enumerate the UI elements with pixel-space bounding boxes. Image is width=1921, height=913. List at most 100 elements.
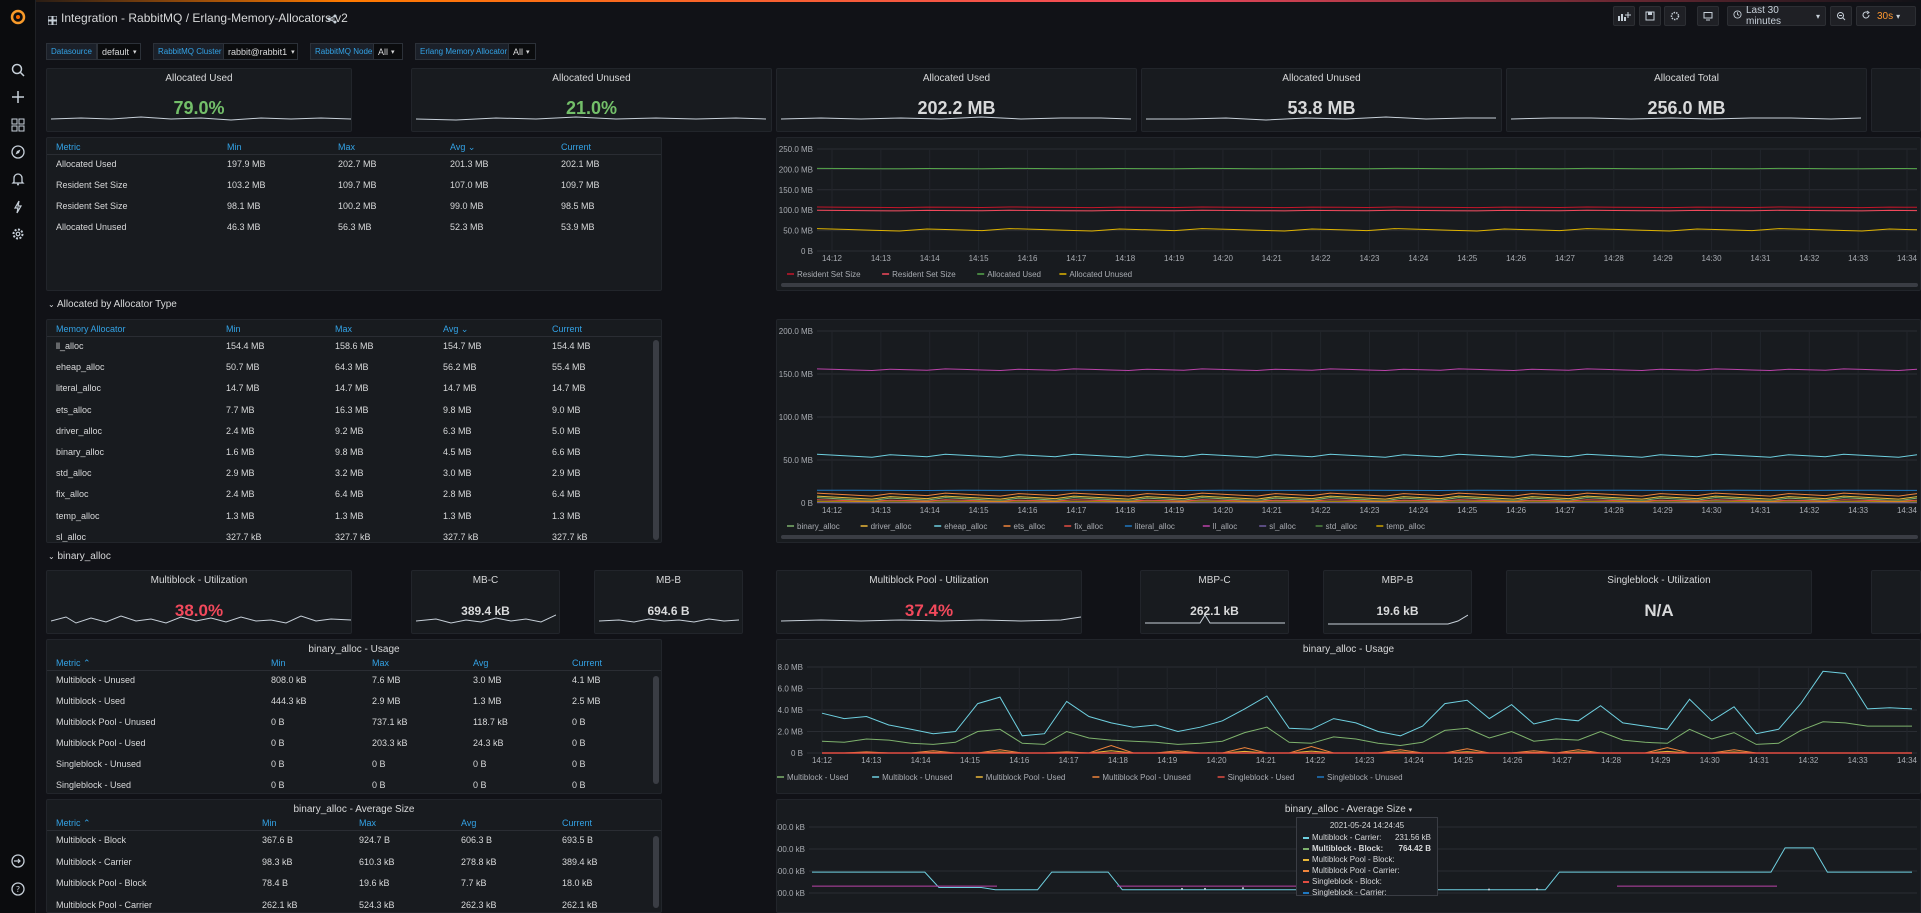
stat-panel-allocated-used[interactable]: Allocated Used 202.2 MB bbox=[776, 68, 1137, 132]
stat-panel-multiblock-pool-utilization[interactable]: Multiblock Pool - Utilization 37.4% bbox=[776, 570, 1082, 634]
dashboard-settings-button[interactable] bbox=[1664, 6, 1686, 26]
scrollbar[interactable] bbox=[653, 836, 659, 908]
table-cell: 0 B bbox=[372, 780, 386, 790]
column-header[interactable]: Max bbox=[338, 142, 356, 152]
x-tick-label: 14:16 bbox=[1017, 506, 1038, 515]
column-header[interactable]: Max bbox=[359, 818, 377, 828]
column-header[interactable]: Avg bbox=[461, 818, 477, 828]
column-header[interactable]: Max bbox=[335, 324, 353, 334]
column-header[interactable]: Min bbox=[262, 818, 277, 828]
stat-panel-allocated-unused[interactable]: Allocated Unused 53.8 MB bbox=[1141, 68, 1502, 132]
column-header[interactable]: Min bbox=[271, 658, 286, 668]
column-header[interactable]: Metric ⌃ bbox=[56, 658, 91, 668]
stat-panel-clipped[interactable] bbox=[1871, 68, 1921, 132]
table-cell: 46.3 MB bbox=[227, 222, 261, 232]
column-header[interactable]: Avg ⌄ bbox=[450, 142, 476, 152]
dashboards-icon[interactable] bbox=[9, 116, 27, 134]
allocator-chart-panel[interactable]: 200.0 MB 150.0 MB 100.0 MB 50.0 MB 0 B 14:12 1… bbox=[776, 319, 1921, 543]
refresh-button[interactable]: 30s ▾ bbox=[1856, 6, 1916, 26]
allocator-table-panel[interactable]: Memory Allocator Min Max Avg ⌄ Current ll_all… bbox=[46, 319, 662, 543]
scrollbar[interactable] bbox=[653, 340, 659, 540]
x-tick-label: 14:30 bbox=[1700, 756, 1721, 765]
column-header[interactable]: Metric ⌃ bbox=[56, 818, 91, 828]
stat-panel-allocated-used-pct[interactable]: Allocated Used 79.0% bbox=[46, 68, 352, 132]
column-header[interactable]: Min bbox=[226, 324, 241, 334]
x-tick-label: 14:13 bbox=[871, 506, 892, 515]
table-cell: 6.6 MB bbox=[552, 447, 581, 457]
stat-panel-singleblock-utilization[interactable]: Singleblock - Utilization N/A bbox=[1506, 570, 1812, 634]
table-cell: 118.7 kB bbox=[473, 717, 508, 727]
stat-panel-multiblock-utilization[interactable]: Multiblock - Utilization 38.0% bbox=[46, 570, 352, 634]
table-cell: 9.8 MB bbox=[443, 404, 472, 415]
column-header[interactable]: Memory Allocator bbox=[56, 324, 126, 334]
variable-select-allocator[interactable]: All ▾ bbox=[508, 43, 536, 60]
table-row-label: Singleblock - Unused bbox=[56, 759, 142, 769]
time-picker-button[interactable]: Last 30 minutes ▾ bbox=[1727, 5, 1826, 27]
table-cell: 327.7 kB bbox=[443, 531, 479, 542]
plus-icon[interactable] bbox=[9, 88, 27, 106]
memory-overview-chart-panel[interactable]: 250.0 MB 200.0 MB 150.0 MB 100.0 MB 50.0 MB 0… bbox=[776, 137, 1921, 291]
column-header[interactable]: Metric bbox=[56, 142, 81, 152]
section-title: Allocated by Allocator Type bbox=[56, 299, 177, 310]
stat-panel-mbp-c[interactable]: MBP-C 262.1 kB bbox=[1140, 570, 1289, 634]
table-cell: 610.3 kB bbox=[359, 856, 395, 867]
plugin-icon[interactable] bbox=[9, 198, 27, 216]
summary-table-panel[interactable]: Metric Min Max Avg ⌄ Current Allocated Used 19… bbox=[46, 137, 662, 291]
x-tick-label: 14:27 bbox=[1555, 506, 1576, 515]
scrollbar[interactable] bbox=[653, 676, 659, 784]
add-panel-button[interactable] bbox=[1613, 6, 1635, 26]
divider bbox=[47, 154, 661, 155]
tv-mode-button[interactable] bbox=[1697, 6, 1719, 26]
stat-panel-mb-c[interactable]: MB-C 389.4 kB bbox=[411, 570, 560, 634]
column-header[interactable]: Avg bbox=[473, 658, 489, 668]
column-header[interactable]: Current bbox=[561, 142, 592, 152]
column-header[interactable]: Avg ⌄ bbox=[443, 324, 469, 334]
explore-icon[interactable] bbox=[9, 143, 27, 161]
variable-select-cluster[interactable]: rabbit@rabbit1 ▾ bbox=[223, 43, 298, 60]
table-cell: 109.7 MB bbox=[338, 180, 377, 190]
stat-value: 694.6 B bbox=[647, 604, 690, 618]
gear-icon[interactable] bbox=[9, 225, 27, 243]
x-tick-label: 14:30 bbox=[1702, 254, 1723, 263]
table-cell: 154.7 MB bbox=[443, 341, 482, 351]
column-header[interactable]: Current bbox=[572, 658, 603, 668]
sign-in-icon[interactable] bbox=[9, 852, 27, 870]
column-header[interactable]: Current bbox=[552, 324, 583, 334]
grafana-logo-icon[interactable] bbox=[9, 8, 27, 26]
usage-chart-panel[interactable]: binary_alloc - Usage 8.0 MB 6.0 MB 4.0 MB 2… bbox=[776, 639, 1921, 794]
help-icon[interactable]: ? bbox=[9, 880, 27, 898]
x-tick-label: 14:32 bbox=[1799, 254, 1820, 263]
share-icon[interactable] bbox=[327, 11, 337, 24]
usage-table-panel[interactable]: binary_alloc - Usage Metric ⌃ Min Max Avg Cu… bbox=[46, 639, 662, 794]
column-header[interactable]: Current bbox=[562, 818, 593, 828]
dashboard-title[interactable]: Integration - RabbitMQ / Erlang-Memory-A… bbox=[61, 11, 348, 25]
save-dashboard-button[interactable] bbox=[1639, 6, 1661, 26]
section-toggle-binary-alloc[interactable]: ⌄ binary_alloc bbox=[48, 551, 111, 562]
stat-panel-allocated-unused-pct[interactable]: Allocated Unused 21.0% bbox=[411, 68, 772, 132]
column-header[interactable]: Max bbox=[372, 658, 390, 668]
time-range-label: Last 30 minutes bbox=[1746, 5, 1782, 27]
table-cell: 0 B bbox=[271, 780, 285, 790]
section-toggle-allocator-type[interactable]: ⌄ Allocated by Allocator Type bbox=[48, 299, 177, 310]
stat-panel-mbp-b[interactable]: MBP-B 19.6 kB bbox=[1323, 570, 1472, 634]
variable-select-datasource[interactable]: default ▾ bbox=[97, 43, 141, 60]
panel-title[interactable]: binary_alloc - Average Size ▾ bbox=[777, 804, 1920, 815]
average-size-table-panel[interactable]: binary_alloc - Average Size Metric ⌃ Min M… bbox=[46, 799, 662, 913]
column-header[interactable]: Min bbox=[227, 142, 242, 152]
alerting-bell-icon[interactable] bbox=[9, 170, 27, 188]
search-icon[interactable] bbox=[9, 61, 27, 79]
variable-select-node[interactable]: All ▾ bbox=[373, 43, 403, 60]
table-row-label: Multiblock Pool - Unused bbox=[56, 717, 156, 727]
x-tick-label: 14:26 bbox=[1506, 254, 1527, 263]
stat-panel-mb-b[interactable]: MB-B 694.6 B bbox=[594, 570, 743, 634]
x-tick-label: 14:17 bbox=[1066, 506, 1087, 515]
table-cell: 3.0 MB bbox=[473, 675, 502, 685]
zoom-out-button[interactable] bbox=[1830, 6, 1852, 26]
stat-panel-allocated-total[interactable]: Allocated Total 256.0 MB bbox=[1506, 68, 1867, 132]
table-cell: 98.3 kB bbox=[262, 856, 293, 867]
stat-panel-clipped[interactable] bbox=[1871, 570, 1921, 634]
table-row-label: Resident Set Size bbox=[56, 201, 128, 211]
chevron-down-icon: ▾ bbox=[1408, 807, 1413, 814]
table-cell: 103.2 MB bbox=[227, 180, 266, 190]
series-resident-set-size-2 bbox=[816, 209, 1918, 212]
